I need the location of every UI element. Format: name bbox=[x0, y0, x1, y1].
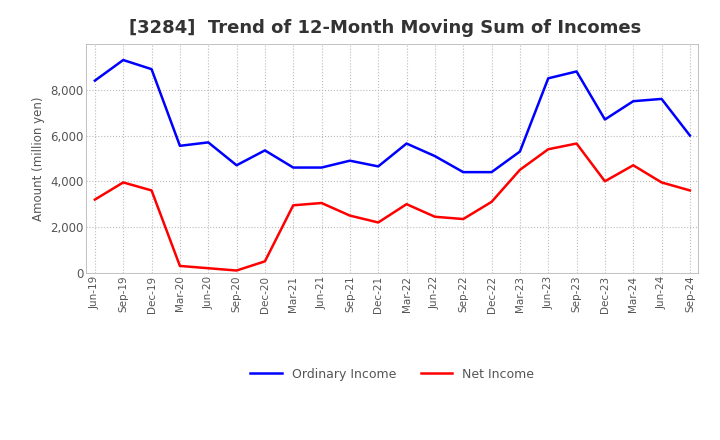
Ordinary Income bbox=[685, 133, 694, 138]
Ordinary Income bbox=[289, 165, 297, 170]
Ordinary Income bbox=[431, 154, 439, 159]
Net Income bbox=[487, 199, 496, 205]
Ordinary Income bbox=[657, 96, 666, 102]
Ordinary Income bbox=[516, 149, 524, 154]
Ordinary Income bbox=[233, 163, 241, 168]
Net Income bbox=[459, 216, 467, 222]
Ordinary Income bbox=[91, 78, 99, 83]
Ordinary Income bbox=[204, 140, 212, 145]
Ordinary Income bbox=[318, 165, 326, 170]
Y-axis label: Amount (million yen): Amount (million yen) bbox=[32, 96, 45, 220]
Net Income bbox=[261, 259, 269, 264]
Legend: Ordinary Income, Net Income: Ordinary Income, Net Income bbox=[246, 363, 539, 385]
Net Income bbox=[148, 188, 156, 193]
Net Income bbox=[119, 180, 127, 185]
Net Income bbox=[600, 179, 609, 184]
Net Income bbox=[572, 141, 581, 146]
Line: Ordinary Income: Ordinary Income bbox=[95, 60, 690, 172]
Ordinary Income bbox=[487, 169, 496, 175]
Ordinary Income bbox=[374, 164, 382, 169]
Net Income bbox=[629, 163, 637, 168]
Ordinary Income bbox=[459, 169, 467, 175]
Net Income bbox=[91, 197, 99, 202]
Net Income bbox=[289, 203, 297, 208]
Net Income bbox=[544, 147, 552, 152]
Ordinary Income bbox=[261, 148, 269, 153]
Net Income bbox=[233, 268, 241, 273]
Ordinary Income bbox=[176, 143, 184, 148]
Ordinary Income bbox=[148, 66, 156, 72]
Net Income bbox=[657, 180, 666, 185]
Ordinary Income bbox=[346, 158, 354, 163]
Net Income bbox=[685, 188, 694, 193]
Ordinary Income bbox=[572, 69, 581, 74]
Net Income bbox=[176, 263, 184, 268]
Net Income bbox=[402, 202, 411, 207]
Text: [3284]  Trend of 12-Month Moving Sum of Incomes: [3284] Trend of 12-Month Moving Sum of I… bbox=[130, 19, 642, 37]
Ordinary Income bbox=[629, 99, 637, 104]
Ordinary Income bbox=[119, 57, 127, 62]
Line: Net Income: Net Income bbox=[95, 143, 690, 271]
Ordinary Income bbox=[402, 141, 411, 146]
Ordinary Income bbox=[600, 117, 609, 122]
Net Income bbox=[318, 200, 326, 205]
Ordinary Income bbox=[544, 76, 552, 81]
Net Income bbox=[204, 266, 212, 271]
Net Income bbox=[346, 213, 354, 218]
Net Income bbox=[516, 167, 524, 172]
Net Income bbox=[374, 220, 382, 225]
Net Income bbox=[431, 214, 439, 220]
